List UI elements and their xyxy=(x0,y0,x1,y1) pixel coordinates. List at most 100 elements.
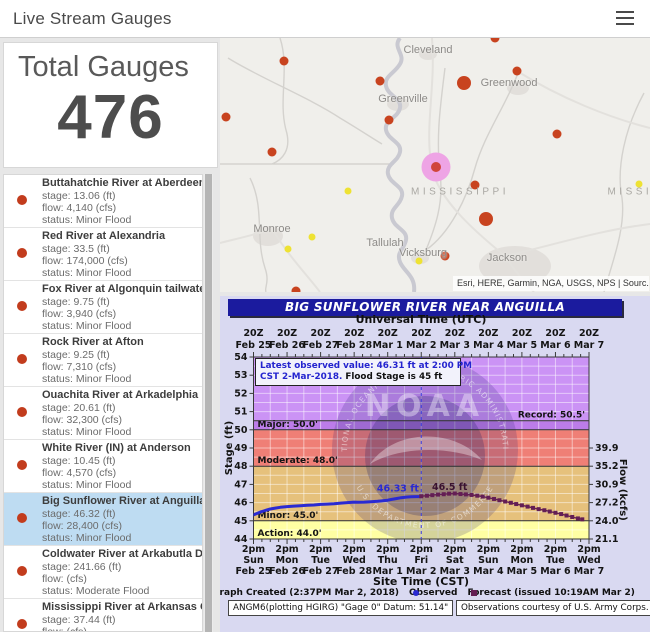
gauge-stage: stage: 10.45 (ft) xyxy=(42,454,116,467)
svg-text:Sun: Sun xyxy=(478,555,499,566)
threshold-label: Moderate: 48.0' xyxy=(258,456,338,466)
svg-text:54: 54 xyxy=(234,352,248,363)
gauge-marker-minor-flood[interactable] xyxy=(470,180,480,190)
map-state-label: MISSISS xyxy=(607,186,650,198)
gauge-status: status: Moderate Flood xyxy=(42,585,150,598)
svg-text:Wed: Wed xyxy=(577,555,600,566)
gauge-status: status: Minor Flood xyxy=(42,479,132,492)
gauge-status: status: Minor Flood xyxy=(42,373,132,386)
gauge-marker-minor-flood[interactable] xyxy=(267,147,277,157)
svg-text:44: 44 xyxy=(234,534,248,545)
gauge-marker-minor-flood-large[interactable] xyxy=(479,212,493,226)
gauge-list-item[interactable]: Big Sunflower River at Anguilla stage: 46… xyxy=(4,493,202,546)
svg-text:50: 50 xyxy=(234,425,248,436)
svg-text:20Z: 20Z xyxy=(579,328,599,339)
svg-text:27.2: 27.2 xyxy=(595,498,618,509)
svg-text:Mar 5: Mar 5 xyxy=(507,340,537,351)
gauge-marker-action[interactable] xyxy=(344,187,352,195)
gauge-name: Coldwater River at Arkabutla Dam xyxy=(42,548,203,560)
svg-text:Feb 26: Feb 26 xyxy=(269,566,305,577)
menu-icon[interactable] xyxy=(616,11,634,25)
gauge-marker-minor-flood[interactable] xyxy=(512,66,522,76)
gauge-list-scrollbar[interactable] xyxy=(204,174,213,632)
gauge-marker-action[interactable] xyxy=(415,257,423,265)
chart-title: BIG SUNFLOWER RIVER NEAR ANGUILLA xyxy=(228,299,622,316)
map[interactable]: Cleveland Greenville Greenwood Monroe Tallul… xyxy=(220,38,650,292)
gauge-flow: flow: 7,310 (cfs) xyxy=(42,360,117,373)
gauge-list-item[interactable]: Rock River at Afton stage: 9.25 (ft) flow:… xyxy=(4,334,202,387)
gauge-status: status: Minor Flood xyxy=(42,214,132,227)
svg-text:46: 46 xyxy=(234,498,248,509)
svg-text:Mon: Mon xyxy=(276,555,299,566)
svg-text:2pm: 2pm xyxy=(544,544,567,555)
gauge-marker-minor-flood[interactable] xyxy=(490,38,500,43)
gauge-status-icon xyxy=(17,619,27,629)
gauge-flow: flow: 28,400 (cfs) xyxy=(42,519,122,532)
svg-text:35.2: 35.2 xyxy=(595,461,618,472)
threshold-label: Minor: 45.0' xyxy=(258,511,319,521)
gauge-marker-minor-flood[interactable] xyxy=(221,112,231,122)
gauge-flow: flow: 32,300 (cfs) xyxy=(42,413,122,426)
svg-text:Feb 28: Feb 28 xyxy=(336,566,372,577)
observations-credit-note: Observations courtesy of U.S. Army Corps… xyxy=(456,600,650,616)
svg-text:Mar 7: Mar 7 xyxy=(574,340,604,351)
gauge-marker-minor-flood-large[interactable] xyxy=(457,76,471,90)
total-gauges-card: Total Gauges 476 xyxy=(3,42,218,168)
gauge-stage: stage: 37.44 (ft) xyxy=(42,613,116,626)
gauge-list-item[interactable]: Ouachita River at Arkadelphia stage: 20.6… xyxy=(4,387,202,440)
gauge-marker-minor-flood[interactable] xyxy=(375,76,385,86)
svg-text:20Z: 20Z xyxy=(512,328,532,339)
svg-text:Feb 25: Feb 25 xyxy=(236,566,272,577)
gauge-stage: stage: 20.61 (ft) xyxy=(42,401,116,414)
gauge-stage: stage: 9.75 (ft) xyxy=(42,295,110,308)
gauge-flow: flow: 4,140 (cfs) xyxy=(42,201,117,214)
gauge-status-icon xyxy=(17,566,27,576)
gauge-status: status: Minor Flood xyxy=(42,532,132,545)
series xyxy=(253,491,585,522)
gauge-marker-minor-flood[interactable] xyxy=(279,56,289,66)
gauge-list-item[interactable]: White River (IN) at Anderson stage: 10.45… xyxy=(4,440,202,493)
svg-text:Wed: Wed xyxy=(342,555,365,566)
svg-text:20Z: 20Z xyxy=(545,328,565,339)
gauge-marker-minor-flood[interactable] xyxy=(384,115,394,125)
gauge-list-item[interactable]: Mississippi River at Arkansas City stage:… xyxy=(4,599,202,631)
gauge-marker-minor-flood[interactable] xyxy=(440,251,450,261)
svg-text:2pm: 2pm xyxy=(510,544,533,555)
gauge-flow: flow: (cfs) xyxy=(42,572,87,585)
gauge-name: Big Sunflower River at Anguilla xyxy=(42,495,203,507)
gauge-list-item[interactable]: Coldwater River at Arkabutla Dam stage: 2… xyxy=(4,546,202,599)
svg-text:Thu: Thu xyxy=(378,555,398,566)
gauge-list-item[interactable]: Red River at Alexandria stage: 33.5 (ft) f… xyxy=(4,228,202,281)
gauge-marker-minor-flood[interactable] xyxy=(552,129,562,139)
map-state-label: MISSISSIPPI xyxy=(411,186,509,198)
svg-text:Mar 3: Mar 3 xyxy=(440,340,470,351)
map-city-label: Greenville xyxy=(378,93,428,105)
latest-observed-annotation: Latest observed value: 46.31 ft at 2:00 … xyxy=(255,358,472,386)
gauge-status: status: Minor Flood xyxy=(42,426,132,439)
svg-text:52: 52 xyxy=(234,388,247,399)
gauge-status-icon xyxy=(17,195,27,205)
svg-text:Mon: Mon xyxy=(511,555,534,566)
gauge-list-item[interactable]: Fox River at Algonquin tailwater stage: 9… xyxy=(4,281,202,334)
gauge-list-item[interactable]: Buttahatchie River at Aberdeen stage: 13.… xyxy=(4,175,202,228)
svg-text:20Z: 20Z xyxy=(478,328,498,339)
scrollbar-thumb[interactable] xyxy=(205,174,212,632)
svg-text:20Z: 20Z xyxy=(344,328,364,339)
threshold-label: Action: 44.0' xyxy=(258,529,322,539)
gauge-status-icon xyxy=(17,301,27,311)
svg-text:Mar 6: Mar 6 xyxy=(540,566,571,577)
threshold-label: Record: 50.5' xyxy=(518,411,585,421)
svg-text:Feb 25: Feb 25 xyxy=(236,340,272,351)
gauge-marker-action[interactable] xyxy=(308,233,316,241)
svg-text:Tue: Tue xyxy=(546,555,565,566)
gauge-marker-action[interactable] xyxy=(635,180,643,188)
gauge-name: Ouachita River at Arkadelphia xyxy=(42,389,199,401)
gauge-flow: flow: 3,940 (cfs) xyxy=(42,307,117,320)
svg-text:20Z: 20Z xyxy=(311,328,331,339)
svg-text:20Z: 20Z xyxy=(411,328,431,339)
svg-text:2pm: 2pm xyxy=(376,544,399,555)
chart-legend: Graph Created (2:37PM Mar 2, 2018) Obser… xyxy=(220,588,635,598)
gauge-marker-minor-flood[interactable] xyxy=(291,286,301,292)
gauge-marker-action[interactable] xyxy=(284,245,292,253)
selected-gauge-marker[interactable] xyxy=(431,162,441,172)
